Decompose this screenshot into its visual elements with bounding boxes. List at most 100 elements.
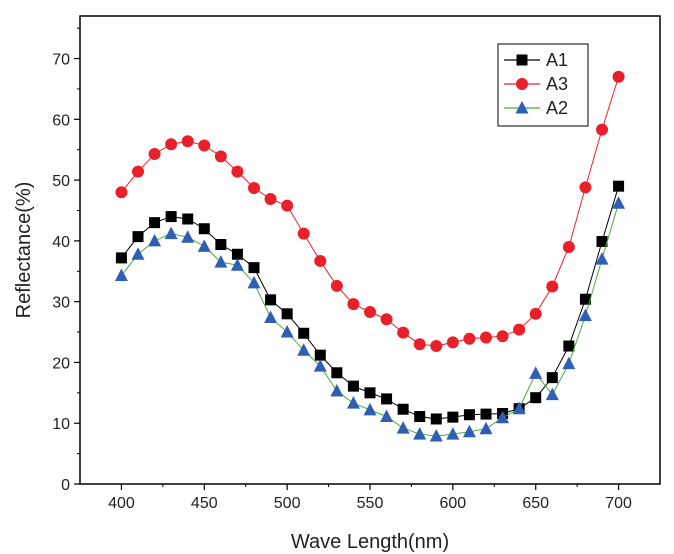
data-point-a1 [397, 403, 409, 415]
data-point-a2 [479, 421, 493, 435]
x-tick-label: 500 [274, 495, 301, 512]
axis-ticks: 400 450 500 550 600 650 700 0 10 20 30 40 50 60 70 [52, 27, 632, 512]
data-point-a1 [182, 213, 194, 225]
data-point-a2 [264, 310, 278, 323]
data-point-a1 [149, 217, 161, 229]
data-point-a1 [430, 413, 442, 425]
data-point-a2 [197, 239, 211, 252]
legend-item-a1: A1 [504, 50, 568, 70]
data-point-a3 [364, 305, 376, 318]
y-tick-label: 30 [52, 295, 70, 312]
x-tick-label: 450 [191, 495, 218, 512]
data-point-a3 [496, 330, 509, 343]
data-point-a2 [313, 359, 327, 372]
data-point-a2 [413, 427, 427, 440]
data-point-a2 [280, 325, 294, 338]
data-point-a2 [529, 366, 543, 379]
x-axis-title: Wave Length(nm) [291, 531, 449, 553]
data-point-a2 [562, 356, 576, 370]
data-point-a1 [447, 411, 459, 423]
data-point-a3 [413, 338, 426, 351]
data-point-a3 [314, 254, 327, 267]
data-point-a1 [281, 308, 293, 320]
data-point-a3 [297, 227, 310, 240]
data-point-a3 [148, 147, 161, 160]
data-point-a2 [429, 428, 443, 442]
data-point-a1 [165, 211, 177, 223]
data-point-a3 [115, 186, 128, 199]
data-point-a2 [164, 226, 178, 240]
legend: A1 A3 A2 [497, 43, 589, 127]
data-point-a2 [131, 247, 145, 260]
data-point-a3 [529, 307, 542, 320]
data-point-a1 [132, 231, 144, 243]
data-point-a3 [214, 150, 227, 163]
x-tick-label: 700 [605, 495, 632, 512]
data-point-a2 [462, 424, 476, 438]
data-point-a2 [545, 387, 559, 401]
y-tick-label: 50 [52, 173, 70, 190]
data-point-a1 [215, 239, 227, 251]
data-point-a2 [247, 275, 261, 289]
data-point-a2 [181, 230, 195, 243]
data-point-a3 [330, 279, 343, 292]
data-point-a3 [596, 123, 608, 136]
data-point-a3 [165, 138, 178, 151]
x-tick-label: 550 [357, 495, 384, 512]
data-point-a2 [148, 233, 162, 247]
y-tick-label: 60 [52, 112, 70, 129]
data-point-a2 [595, 252, 609, 265]
y-tick-label: 0 [61, 477, 70, 494]
data-point-a3 [132, 165, 144, 178]
series-a1 [115, 180, 625, 425]
data-point-a2 [612, 196, 626, 209]
data-point-a3 [181, 135, 194, 148]
legend-marker-a3 [516, 78, 528, 90]
x-tick-label: 600 [440, 495, 467, 512]
data-point-a2 [363, 402, 377, 416]
y-tick-label: 20 [52, 355, 70, 372]
data-point-a1 [364, 387, 376, 399]
data-point-a3 [281, 199, 294, 212]
data-point-a1 [231, 248, 243, 260]
data-point-a2 [380, 409, 394, 423]
data-point-a1 [347, 380, 359, 392]
data-point-a3 [231, 165, 244, 178]
data-point-a3 [513, 323, 526, 336]
data-point-a2 [446, 427, 460, 440]
data-point-a1 [265, 294, 277, 306]
data-point-a2 [578, 308, 592, 322]
x-tick-label: 400 [108, 495, 135, 512]
data-point-a3 [397, 326, 410, 339]
data-point-a3 [612, 70, 625, 83]
data-point-a1 [596, 235, 608, 247]
data-point-a1 [381, 393, 393, 405]
data-point-a3 [430, 340, 443, 353]
legend-label: A3 [546, 74, 568, 94]
y-axis-title: Reflectance(%) [13, 182, 35, 319]
data-point-a1 [198, 223, 210, 235]
data-point-a2 [512, 401, 526, 415]
data-point-a3 [579, 181, 592, 194]
legend-label: A2 [546, 98, 568, 118]
legend-item-a2: A2 [504, 98, 568, 118]
data-point-a1 [530, 392, 542, 404]
data-point-a3 [198, 139, 211, 152]
data-point-a1 [546, 372, 558, 384]
data-point-a2 [297, 343, 311, 356]
legend-marker-a2 [515, 101, 529, 114]
data-point-a3 [546, 280, 559, 293]
data-point-a1 [579, 293, 591, 305]
data-point-a2 [114, 268, 128, 282]
data-point-a2 [230, 258, 244, 271]
data-point-a3 [380, 313, 393, 326]
series-layer [114, 70, 626, 442]
data-point-a1 [414, 411, 426, 423]
data-point-a2 [214, 255, 228, 268]
series-a3 [115, 70, 625, 353]
data-point-a3 [463, 332, 476, 345]
data-point-a1 [248, 262, 260, 274]
data-point-a2 [396, 421, 410, 434]
data-point-a3 [347, 298, 360, 311]
